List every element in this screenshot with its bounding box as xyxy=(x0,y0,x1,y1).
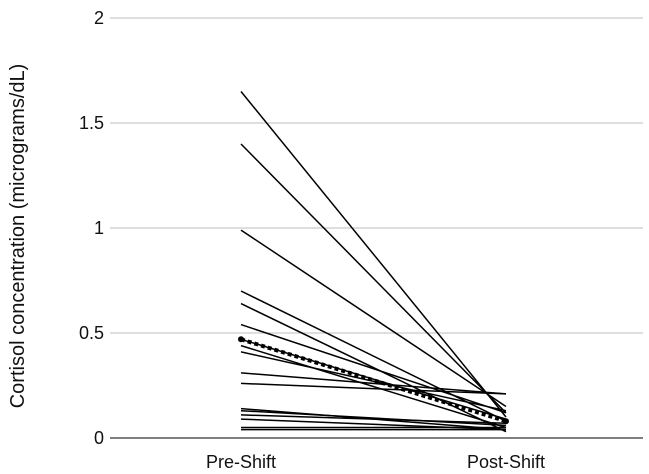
series-line xyxy=(240,338,507,420)
series-line xyxy=(240,302,507,433)
series-line xyxy=(240,290,507,422)
series-line xyxy=(240,323,507,414)
y-tick-label: 0 xyxy=(94,428,104,448)
x-tick-label: Post-Shift xyxy=(467,452,545,472)
series-line xyxy=(240,414,507,425)
y-tick-label: 1 xyxy=(94,218,104,238)
mean-point xyxy=(238,336,244,343)
x-tick-label: Pre-Shift xyxy=(206,452,276,472)
series-line xyxy=(240,372,507,395)
y-tick-label: 1.5 xyxy=(79,113,104,133)
mean-point xyxy=(503,418,509,425)
mean-line xyxy=(240,337,507,424)
gridlines xyxy=(110,17,643,334)
series-lines xyxy=(240,91,507,433)
series-line xyxy=(240,143,507,414)
series-line xyxy=(240,382,507,395)
tick-labels: 0 0.5 1 1.5 2 Pre-Shift Post-Shift xyxy=(79,8,545,472)
series-line xyxy=(240,229,507,408)
series-line xyxy=(240,409,507,427)
y-axis-title: Cortisol concentration (micrograms/dL) xyxy=(7,64,29,409)
y-tick-label: 0.5 xyxy=(79,323,104,343)
series-line xyxy=(240,344,507,429)
mean-line-layer xyxy=(238,336,509,425)
series-line xyxy=(240,351,507,412)
y-tick-label: 2 xyxy=(94,8,104,28)
series-line xyxy=(240,91,507,418)
